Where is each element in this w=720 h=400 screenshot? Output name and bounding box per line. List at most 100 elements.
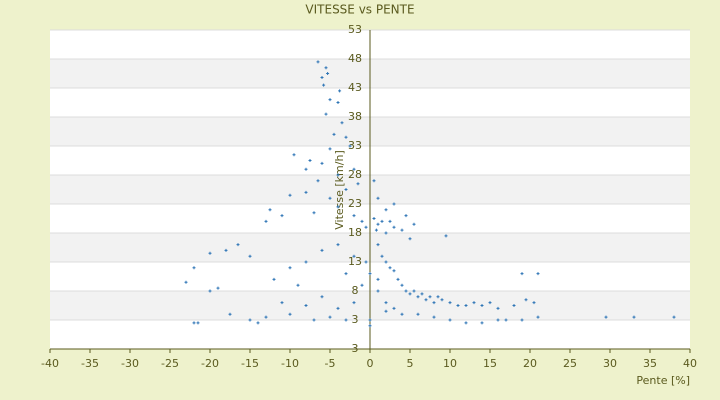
point — [324, 112, 328, 116]
point — [376, 277, 380, 281]
point — [416, 295, 420, 299]
point — [384, 231, 388, 235]
point — [248, 254, 252, 258]
point — [328, 315, 332, 319]
point — [416, 312, 420, 316]
point — [288, 312, 292, 316]
point — [304, 260, 308, 264]
point — [400, 228, 404, 232]
point — [352, 214, 356, 218]
point — [292, 153, 296, 157]
point — [392, 269, 396, 273]
point — [374, 228, 378, 232]
x-tick-label: -5 — [325, 357, 336, 370]
point — [264, 219, 268, 223]
x-tick-label: 5 — [407, 357, 414, 370]
point — [328, 147, 332, 151]
point — [312, 318, 316, 322]
point — [228, 312, 232, 316]
x-tick-label: 0 — [367, 357, 374, 370]
point — [328, 98, 332, 102]
x-tick-label: 20 — [523, 357, 537, 370]
point — [280, 214, 284, 218]
point — [328, 196, 332, 200]
point — [208, 289, 212, 293]
point — [324, 66, 328, 70]
point — [256, 321, 260, 325]
point — [326, 72, 330, 75]
point — [352, 254, 356, 258]
point — [304, 304, 308, 307]
point — [532, 301, 536, 305]
x-tick-label: -20 — [201, 357, 219, 370]
point — [336, 243, 340, 247]
x-tick-label: -40 — [41, 357, 59, 370]
point — [264, 315, 268, 319]
x-tick-label: 30 — [603, 357, 617, 370]
point — [344, 188, 348, 191]
point — [464, 304, 468, 307]
point — [480, 321, 484, 325]
point — [536, 272, 540, 276]
point — [384, 301, 388, 305]
point — [396, 277, 400, 281]
point — [376, 243, 380, 247]
y-tick-label: 43 — [348, 81, 362, 94]
y-tick-label: 33 — [348, 139, 362, 152]
point — [336, 173, 340, 177]
point — [352, 167, 356, 171]
point — [320, 76, 324, 80]
point — [316, 60, 320, 64]
point — [304, 190, 308, 194]
point — [344, 272, 348, 276]
point — [312, 211, 316, 215]
point — [464, 321, 468, 325]
point — [408, 237, 412, 241]
point — [316, 179, 320, 183]
point — [384, 208, 388, 212]
point — [392, 202, 396, 206]
point — [192, 321, 196, 325]
point — [184, 280, 188, 284]
point — [196, 321, 200, 325]
point — [308, 159, 312, 162]
point — [216, 286, 220, 290]
point — [400, 312, 404, 316]
y-tick-label: 13 — [348, 255, 362, 268]
x-tick-label: 40 — [683, 357, 697, 370]
point — [384, 260, 388, 264]
point — [208, 251, 212, 255]
point — [224, 248, 228, 252]
point — [384, 309, 388, 313]
point — [424, 298, 428, 302]
point — [412, 289, 416, 293]
point — [392, 225, 396, 229]
point — [192, 266, 196, 270]
point — [380, 254, 384, 258]
point — [520, 318, 524, 322]
y-tick-label: 18 — [348, 226, 362, 239]
point — [360, 219, 364, 223]
point — [376, 289, 380, 293]
y-axis-label: Vitesse [km/h] — [333, 150, 346, 230]
point — [364, 225, 368, 229]
y-tick-label: 23 — [348, 197, 362, 210]
point — [356, 182, 360, 186]
x-tick-label: 15 — [483, 357, 497, 370]
point — [380, 219, 384, 223]
point — [388, 266, 392, 270]
point — [272, 277, 276, 281]
point — [428, 295, 432, 299]
point — [288, 193, 292, 197]
point — [400, 283, 404, 287]
point — [332, 132, 336, 136]
point — [408, 292, 412, 296]
x-axis-label: Pente [%] — [636, 374, 690, 387]
x-tick-label: -10 — [281, 357, 299, 370]
y-tick-label: 48 — [348, 52, 362, 65]
point — [376, 222, 380, 226]
point — [368, 318, 372, 322]
point — [388, 219, 392, 223]
point — [248, 318, 252, 322]
point — [392, 306, 396, 310]
